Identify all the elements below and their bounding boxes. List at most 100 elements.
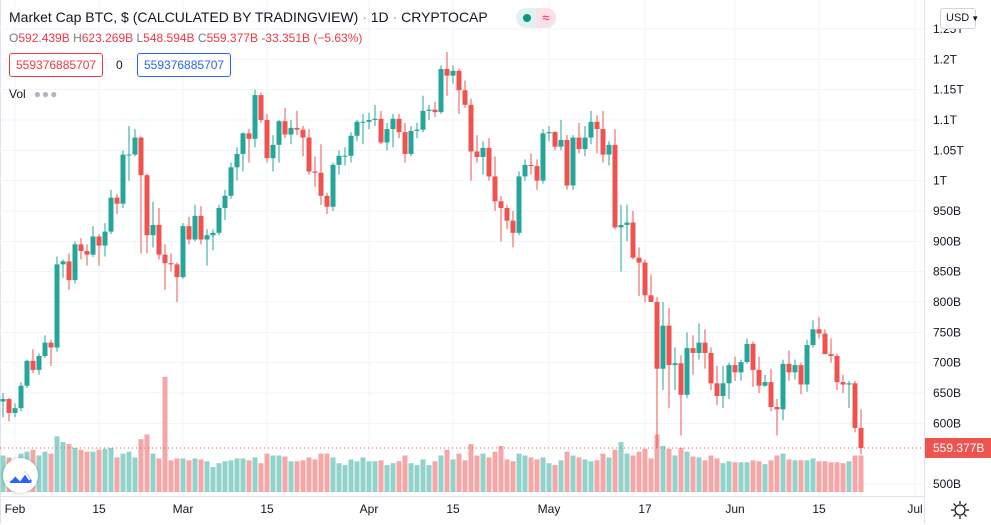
low-label: L (136, 31, 144, 45)
candle (210, 229, 216, 251)
time-tick-label: Jul (907, 502, 922, 516)
volume-bar (342, 465, 348, 492)
market-status-dot-icon (523, 14, 531, 22)
volume-bar (708, 455, 714, 492)
candle (150, 201, 156, 248)
candle (354, 119, 360, 142)
volume-bar (66, 444, 72, 492)
candle (774, 399, 780, 436)
volume-bar (624, 453, 630, 492)
volume-bar (582, 459, 588, 492)
candle-body (264, 119, 270, 159)
candle-body (42, 342, 48, 356)
candle (432, 101, 438, 117)
candle-body (288, 127, 294, 135)
tradingview-cloud-icon[interactable] (3, 458, 38, 493)
candle-body (294, 127, 300, 130)
high-value: 623.269B (81, 31, 134, 45)
close-label: C (197, 31, 207, 45)
volume-bar (636, 451, 642, 492)
candle (648, 274, 654, 302)
high-label: H (73, 31, 82, 45)
volume-bar (666, 448, 672, 492)
candle (744, 338, 750, 364)
candle (804, 339, 810, 392)
candle-body (768, 382, 774, 407)
volume-bar (48, 453, 54, 492)
candle (756, 356, 762, 393)
volume-bar (36, 455, 42, 492)
candle-body (186, 226, 192, 240)
volume-bar (534, 459, 540, 492)
candle-body (540, 133, 546, 181)
volume-bar (726, 461, 732, 492)
candle (12, 403, 18, 418)
chart-legend-title[interactable]: Market Cap BTC, $ (CALCULATED BY TRADING… (9, 9, 488, 25)
candle (552, 130, 558, 151)
volume-bar (810, 458, 816, 492)
candle-body (456, 70, 462, 91)
volume-bar (468, 444, 474, 492)
candle (840, 374, 846, 393)
candle (144, 173, 150, 254)
gear-icon[interactable] (950, 500, 970, 520)
volume-bar (162, 376, 168, 492)
value-box-left[interactable]: 559376885707 (9, 53, 104, 77)
volume-bar (612, 449, 618, 492)
volume-bar (318, 453, 324, 492)
candle-body (552, 132, 558, 147)
volume-bar (108, 447, 114, 492)
candle (198, 206, 204, 245)
currency-button[interactable]: USD ▼ (940, 8, 979, 29)
candle-body (156, 224, 162, 255)
candle-body (492, 176, 498, 202)
time-tick-label: May (538, 502, 561, 516)
candle-body (432, 109, 438, 113)
candle-body (678, 363, 684, 395)
volume-bar (786, 459, 792, 492)
candle-body (204, 235, 210, 240)
candle-body (798, 365, 804, 385)
volume-bar (210, 467, 216, 492)
candle-body (426, 109, 432, 111)
volume-bar (738, 462, 744, 492)
candle (390, 113, 396, 148)
candle-body (474, 151, 480, 157)
candle (48, 339, 54, 366)
candle-body (60, 261, 66, 265)
volume-bar (660, 445, 666, 492)
candle-body (324, 195, 330, 207)
candle-body (642, 262, 648, 296)
candle-body (726, 365, 732, 384)
volume-legend[interactable]: Vol ●●● (9, 87, 58, 101)
volume-bar (270, 455, 276, 492)
volume-bar (516, 453, 522, 492)
candle-body (534, 166, 540, 181)
more-options-icon[interactable]: ●●● (33, 87, 59, 101)
candle (240, 132, 246, 172)
candle (408, 126, 414, 157)
candle (204, 229, 210, 266)
candle (90, 226, 96, 258)
candle (372, 104, 378, 127)
volume-bar (222, 461, 228, 492)
volume-bar (414, 465, 420, 492)
price-tick-label: 1.05T (933, 143, 964, 157)
value-box-right[interactable]: 559376885707 (137, 53, 232, 77)
candle-body (126, 154, 132, 156)
candle (414, 123, 420, 139)
symbol-title: Market Cap BTC, $ (CALCULATED BY TRADING… (9, 9, 359, 25)
candle-body (786, 363, 792, 373)
candle (834, 353, 840, 390)
volume-bar (798, 460, 804, 492)
candle (24, 359, 30, 389)
status-pill[interactable]: ≈ (516, 8, 556, 28)
candle (678, 355, 684, 436)
volume-bar (78, 449, 84, 492)
volume-bar (816, 461, 822, 492)
volume-bar (312, 459, 318, 492)
candle (468, 98, 474, 181)
candle (36, 353, 42, 375)
candle-body (570, 137, 576, 186)
